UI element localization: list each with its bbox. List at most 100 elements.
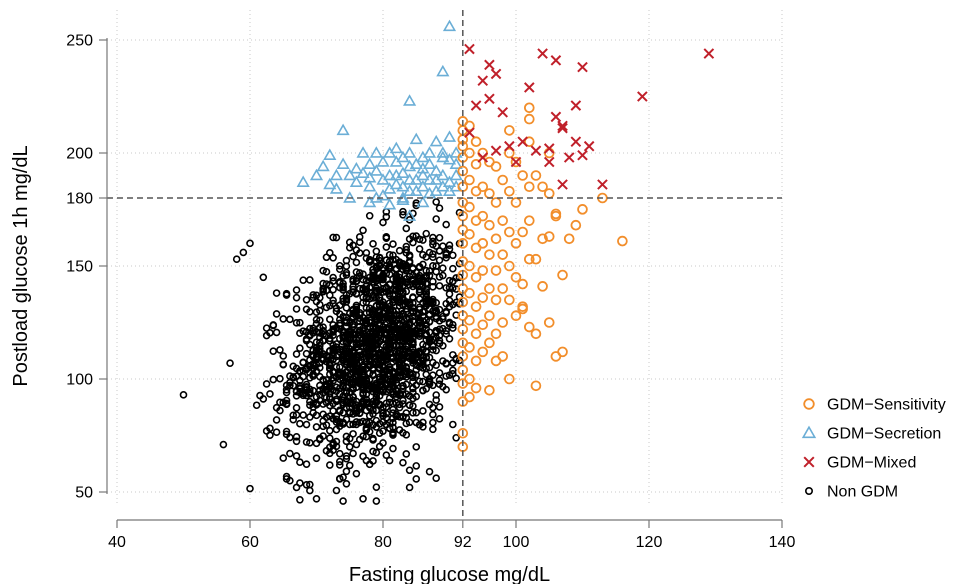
non-gdm-point: [342, 432, 351, 441]
y-tick-label: 250: [66, 33, 93, 50]
gdm-sensitivity-point: [510, 197, 522, 208]
gdm-sensitivity-point: [464, 373, 475, 385]
non-gdm-point: [325, 281, 334, 289]
non-gdm-point: [422, 347, 431, 355]
non-gdm-point: [296, 458, 304, 467]
gdm-sensitivity-point: [490, 161, 502, 172]
non-gdm-point: [402, 224, 411, 233]
non-gdm-point: [449, 284, 457, 292]
non-gdm-point: [372, 381, 381, 389]
non-gdm-point: [319, 327, 327, 336]
non-gdm-point: [445, 290, 454, 298]
non-gdm-point: [349, 449, 357, 458]
data-points: [179, 19, 715, 505]
non-gdm-point: [389, 418, 397, 427]
x-tick-label: 60: [241, 534, 259, 551]
gdm-mixed-point: [583, 140, 595, 152]
gdm-mixed-point: [477, 152, 489, 163]
non-gdm-point: [369, 434, 377, 443]
non-gdm-point: [272, 310, 281, 318]
gdm-secretion-point: [442, 19, 457, 32]
non-gdm-point: [405, 314, 414, 323]
gdm-secretion-point: [383, 168, 397, 181]
non-gdm-point: [292, 404, 301, 412]
non-gdm-point: [395, 400, 404, 409]
gdm-sensitivity-point: [497, 249, 509, 260]
non-gdm-point: [409, 409, 417, 417]
non-gdm-point: [369, 382, 377, 390]
non-gdm-point: [306, 480, 314, 489]
non-gdm-point: [292, 452, 301, 460]
non-gdm-point: [325, 315, 334, 324]
non-gdm-point: [359, 376, 367, 385]
non-gdm-point: [342, 358, 351, 366]
non-gdm-point: [369, 240, 377, 248]
non-gdm-point: [282, 427, 291, 436]
non-gdm-point: [392, 392, 401, 401]
gdm-secretion-point: [416, 168, 430, 181]
gdm-sensitivity-point: [484, 219, 495, 231]
non-gdm-point: [415, 245, 424, 253]
non-gdm-point: [342, 373, 351, 382]
non-gdm-point: [342, 291, 351, 299]
non-gdm-point: [319, 385, 327, 393]
non-gdm-point: [399, 210, 407, 219]
non-gdm-point: [355, 284, 364, 293]
non-gdm-point: [439, 271, 447, 280]
gdm-secretion-point: [296, 175, 310, 187]
non-gdm-point: [342, 297, 351, 306]
non-gdm-point: [332, 415, 341, 424]
non-gdm-point: [435, 380, 444, 388]
non-gdm-point: [306, 276, 314, 284]
non-gdm-point: [382, 409, 391, 418]
gdm-secretion-point: [389, 141, 403, 154]
non-gdm-point: [439, 264, 447, 272]
non-gdm-point: [395, 246, 404, 255]
non-gdm-point: [296, 318, 304, 327]
gdm-sensitivity-point: [490, 197, 502, 208]
non-gdm-point: [415, 332, 424, 341]
gdm-sensitivity-point: [497, 215, 509, 226]
non-gdm-point: [429, 346, 437, 354]
gdm-sensitivity-point: [537, 233, 548, 245]
non-gdm-point: [372, 406, 381, 415]
non-gdm-point: [292, 364, 301, 373]
non-gdm-point: [372, 262, 381, 271]
non-gdm-point: [412, 462, 421, 470]
gdm-secretion-point: [389, 177, 403, 190]
non-gdm-point: [429, 233, 437, 242]
non-gdm-point: [345, 409, 354, 418]
non-gdm-point: [359, 299, 367, 307]
non-gdm-point: [412, 201, 421, 210]
non-gdm-point: [299, 358, 308, 367]
non-gdm-point: [272, 328, 281, 337]
non-gdm-point: [425, 334, 434, 343]
non-gdm-point: [385, 328, 394, 336]
non-gdm-point: [292, 437, 301, 446]
non-gdm-point: [355, 233, 364, 241]
gdm-mixed-point: [510, 156, 522, 168]
non-gdm-point: [312, 454, 321, 463]
gdm-secretion-point: [376, 155, 390, 167]
non-gdm-point: [292, 483, 301, 492]
gdm-secretion-point: [336, 123, 350, 136]
non-gdm-point: [449, 264, 457, 273]
non-gdm-point: [355, 331, 364, 339]
non-gdm-point: [399, 312, 407, 321]
non-gdm-point: [435, 233, 444, 242]
non-gdm-point: [322, 268, 331, 276]
gdm-sensitivity-point: [617, 235, 628, 247]
non-gdm-point: [405, 326, 414, 335]
non-gdm-point: [395, 302, 404, 310]
non-gdm-point: [449, 366, 457, 375]
non-gdm-point: [395, 333, 404, 342]
non-gdm-point: [325, 291, 334, 299]
gdm-sensitivity-point: [457, 427, 469, 439]
non-gdm-point: [385, 251, 394, 259]
non-gdm-point: [309, 329, 317, 337]
gdm-secretion-point: [316, 159, 330, 172]
non-gdm-point: [425, 380, 434, 389]
non-gdm-point: [449, 251, 457, 260]
non-gdm-point: [365, 403, 374, 412]
non-gdm-point: [349, 377, 357, 386]
